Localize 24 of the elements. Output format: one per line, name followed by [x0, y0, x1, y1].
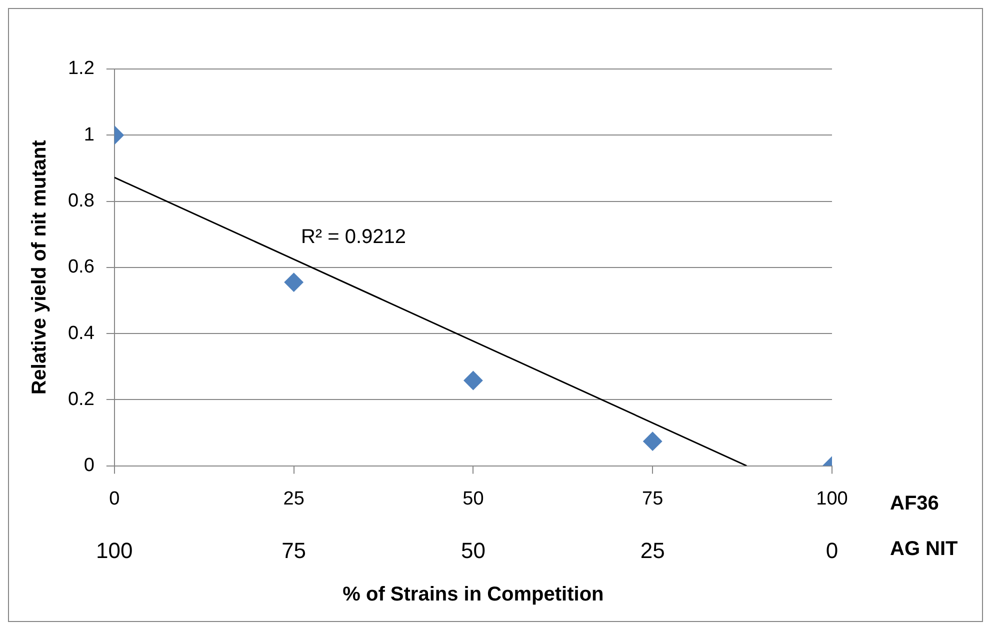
x-axis-title: % of Strains in Competition — [342, 584, 604, 606]
text: AG NIT — [890, 538, 958, 560]
point — [464, 370, 483, 390]
y-tick-label: 0.2 — [68, 388, 94, 410]
y-tick-label: 1 — [84, 124, 94, 146]
y-tick-label: 0.8 — [68, 190, 94, 212]
x-tick-label: 100 — [816, 488, 848, 510]
x-tick-label: 75 — [642, 488, 664, 510]
y-tick-label: 0.6 — [68, 256, 94, 278]
x2-tick-label: 0 — [826, 538, 838, 563]
y-tick-label: 1.2 — [68, 58, 94, 80]
x2-tick-label: 75 — [282, 538, 306, 563]
x-tick-label: 0 — [109, 488, 120, 510]
y-axis-title: Relative yield of nit mutant — [28, 140, 51, 395]
point — [643, 432, 662, 451]
x2-tick-label: 100 — [96, 538, 133, 563]
x-tick-label: 50 — [462, 488, 484, 510]
y-tick-label: 0.4 — [68, 322, 95, 344]
text: AF36 — [890, 492, 939, 514]
x2-tick-label: 25 — [640, 538, 665, 563]
annotation: R² = 0.9212 — [300, 226, 406, 248]
y-tick-label: 0 — [84, 455, 94, 476]
x-tick-label: 25 — [283, 488, 304, 510]
x2-tick-label: 50 — [460, 538, 486, 563]
